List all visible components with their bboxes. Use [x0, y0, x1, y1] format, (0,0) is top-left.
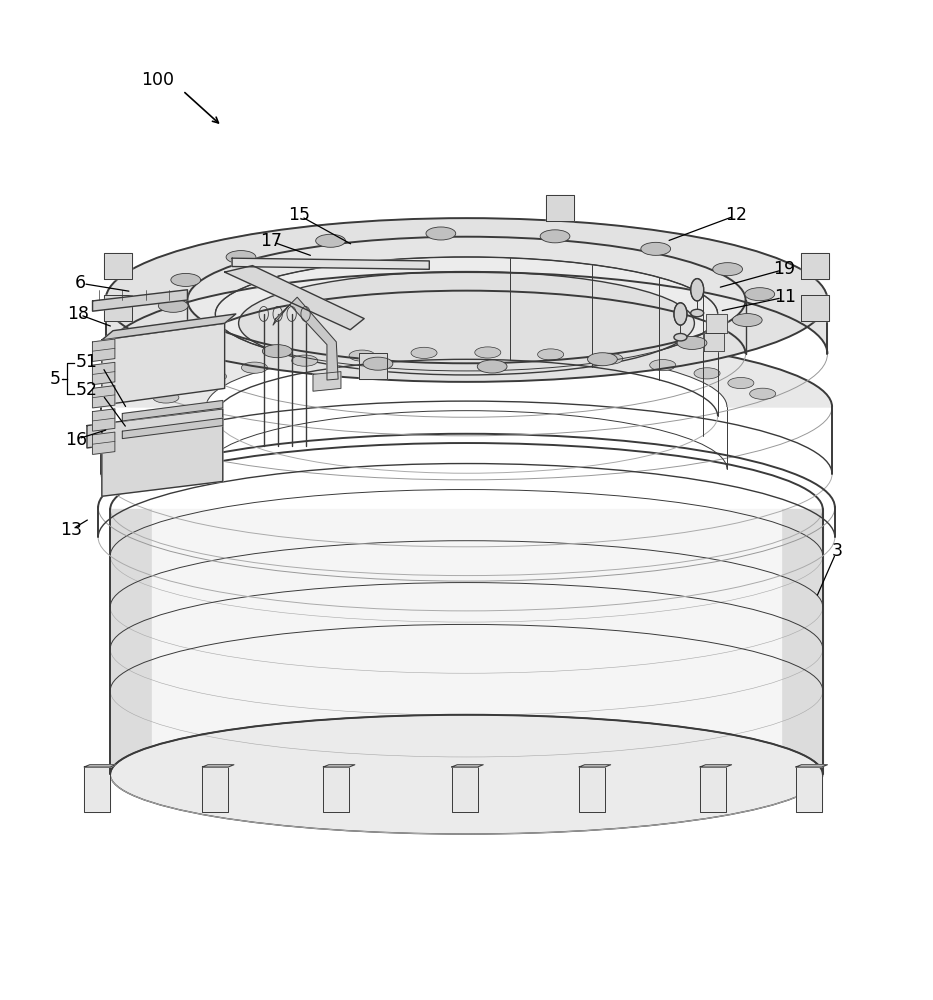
Polygon shape — [152, 509, 781, 774]
Polygon shape — [92, 432, 115, 454]
Ellipse shape — [540, 230, 570, 243]
Polygon shape — [579, 765, 611, 767]
Polygon shape — [110, 509, 152, 774]
Ellipse shape — [588, 353, 618, 366]
Ellipse shape — [153, 392, 179, 403]
Polygon shape — [84, 765, 116, 767]
Ellipse shape — [690, 279, 703, 301]
Ellipse shape — [262, 345, 292, 358]
Ellipse shape — [315, 234, 345, 247]
Polygon shape — [801, 253, 829, 279]
Ellipse shape — [363, 357, 393, 370]
Ellipse shape — [694, 368, 720, 379]
Ellipse shape — [677, 336, 707, 349]
Polygon shape — [700, 765, 731, 767]
Polygon shape — [104, 295, 132, 321]
Polygon shape — [122, 400, 223, 421]
Polygon shape — [105, 218, 828, 354]
Text: 17: 17 — [260, 232, 282, 250]
Polygon shape — [92, 409, 115, 431]
Polygon shape — [706, 314, 727, 333]
Ellipse shape — [597, 353, 623, 364]
Polygon shape — [359, 353, 387, 379]
Polygon shape — [579, 767, 606, 812]
Polygon shape — [102, 314, 236, 340]
Ellipse shape — [537, 349, 564, 360]
Text: 51: 51 — [76, 353, 98, 371]
Polygon shape — [105, 218, 828, 382]
Ellipse shape — [713, 263, 743, 276]
Text: 16: 16 — [64, 431, 87, 449]
Text: 52: 52 — [76, 381, 98, 399]
Ellipse shape — [478, 360, 507, 373]
Polygon shape — [546, 195, 574, 221]
Ellipse shape — [201, 371, 227, 382]
Polygon shape — [202, 767, 229, 812]
Polygon shape — [225, 266, 364, 330]
Text: 3: 3 — [831, 542, 842, 560]
Text: 6: 6 — [75, 274, 86, 292]
Polygon shape — [92, 339, 115, 361]
Polygon shape — [92, 362, 115, 385]
Ellipse shape — [292, 355, 318, 366]
Polygon shape — [122, 418, 223, 439]
Ellipse shape — [649, 360, 675, 371]
Polygon shape — [452, 765, 483, 767]
Ellipse shape — [226, 251, 256, 264]
Polygon shape — [796, 765, 828, 767]
Ellipse shape — [349, 350, 375, 361]
Polygon shape — [232, 258, 429, 269]
Ellipse shape — [411, 347, 437, 358]
Polygon shape — [703, 333, 724, 351]
Ellipse shape — [110, 715, 823, 834]
Ellipse shape — [475, 347, 501, 358]
Polygon shape — [781, 509, 823, 774]
Text: 5: 5 — [49, 370, 61, 388]
Polygon shape — [323, 765, 355, 767]
Ellipse shape — [674, 333, 687, 341]
Polygon shape — [92, 290, 188, 311]
Ellipse shape — [745, 288, 774, 301]
Text: 12: 12 — [725, 206, 747, 224]
Ellipse shape — [732, 314, 762, 327]
Ellipse shape — [641, 242, 671, 255]
Ellipse shape — [242, 362, 268, 373]
Ellipse shape — [750, 388, 775, 399]
Polygon shape — [188, 237, 745, 354]
Polygon shape — [273, 297, 338, 380]
Text: 11: 11 — [773, 288, 796, 306]
Ellipse shape — [239, 272, 694, 375]
Polygon shape — [796, 767, 822, 812]
Text: 15: 15 — [288, 206, 310, 224]
Ellipse shape — [159, 299, 188, 312]
Polygon shape — [102, 409, 223, 496]
Polygon shape — [101, 334, 832, 407]
Polygon shape — [202, 765, 234, 767]
Polygon shape — [452, 767, 478, 812]
Text: 100: 100 — [141, 71, 174, 89]
Text: 19: 19 — [773, 260, 796, 278]
Ellipse shape — [216, 257, 717, 371]
Polygon shape — [104, 253, 132, 279]
Polygon shape — [84, 767, 110, 812]
Text: 13: 13 — [60, 521, 82, 539]
Ellipse shape — [171, 381, 197, 392]
Ellipse shape — [426, 227, 455, 240]
Polygon shape — [313, 372, 341, 391]
Ellipse shape — [190, 324, 220, 337]
Ellipse shape — [171, 273, 201, 286]
Ellipse shape — [674, 303, 687, 325]
Polygon shape — [323, 767, 349, 812]
Ellipse shape — [728, 377, 754, 389]
Ellipse shape — [690, 309, 703, 317]
Polygon shape — [92, 386, 115, 408]
Polygon shape — [102, 323, 225, 405]
Polygon shape — [801, 295, 829, 321]
Polygon shape — [700, 767, 726, 812]
Polygon shape — [87, 424, 102, 448]
Text: 18: 18 — [66, 305, 89, 323]
